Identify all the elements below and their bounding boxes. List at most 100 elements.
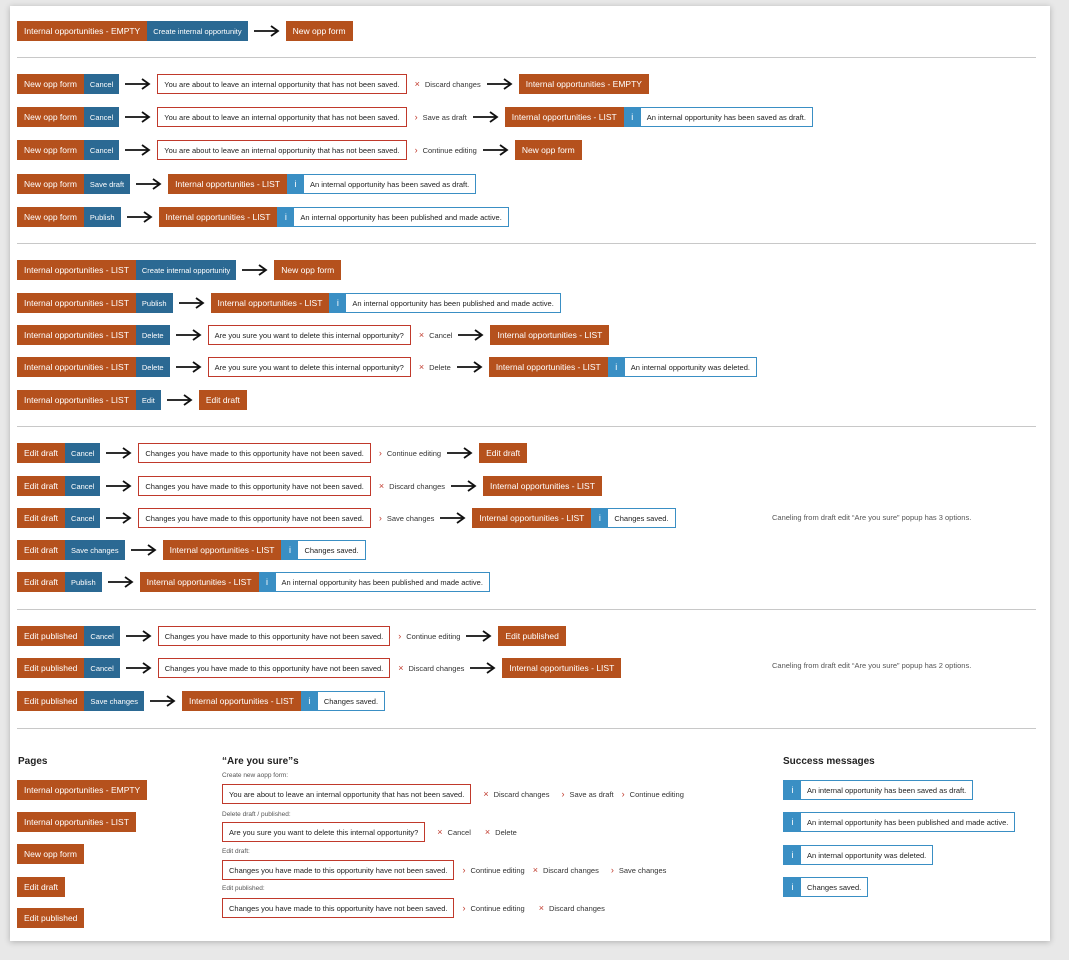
- popup-group-label: Create new aopp form:: [222, 772, 289, 779]
- confirm-popup: Changes you have made to this opportunit…: [222, 898, 455, 918]
- page-box: Internal opportunities - LIST: [17, 357, 136, 377]
- option-label: Save as draft: [569, 789, 614, 799]
- section-divider: [17, 57, 1036, 58]
- action-box: Cancel: [65, 508, 101, 528]
- page-box: Internal opportunities - LIST: [17, 812, 136, 832]
- option-continue: › Continue editing: [622, 789, 684, 799]
- page-box: Edit published: [498, 626, 566, 646]
- popup-example: You are about to leave an internal oppor…: [222, 784, 684, 804]
- success-message: i Changes saved.: [281, 540, 366, 560]
- page-box: Internal opportunities - LIST: [181, 691, 301, 711]
- page-box: Internal opportunities - LIST: [17, 390, 136, 410]
- page-box: Edit draft: [17, 443, 66, 463]
- page-box: Edit published: [17, 658, 85, 678]
- page-box: Internal opportunities - LIST: [162, 540, 282, 560]
- cross-icon: ×: [484, 827, 491, 837]
- popup-example: Changes you have made to this opportunit…: [222, 898, 605, 918]
- action-box: Cancel: [83, 107, 120, 127]
- page-box: Internal opportunities - LIST: [168, 174, 287, 194]
- arrow-right-icon: [470, 662, 496, 674]
- legend-pages-title: Pages: [18, 756, 48, 767]
- message-text: Changes saved.: [304, 545, 359, 555]
- option-label: Discard changes: [548, 903, 605, 913]
- action-box: Create internal opportunity: [147, 21, 248, 41]
- page-box: Internal opportunities - EMPTY: [518, 74, 649, 94]
- page-box: Edit draft: [479, 443, 528, 463]
- message-text: An internal opportunity has been saved a…: [807, 785, 967, 795]
- confirm-popup: You are about to leave an internal oppor…: [157, 107, 407, 127]
- info-icon: i: [329, 294, 347, 312]
- section-divider: [17, 243, 1036, 244]
- page-box: New opp form: [285, 21, 353, 41]
- flow-row: Edit draft Cancel Changes you have made …: [17, 443, 528, 463]
- flow-row: New opp form Publish Internal opportunit…: [17, 207, 509, 227]
- confirm-popup: Are you sure you want to delete this int…: [222, 822, 426, 842]
- confirm-popup: Changes you have made to this opportunit…: [157, 658, 391, 678]
- option-cancel: × Cancel: [437, 827, 471, 837]
- page-box: Internal opportunities - LIST: [210, 293, 330, 313]
- page-box: Edit published: [17, 691, 85, 711]
- confirm-popup: You are about to leave an internal oppor…: [157, 74, 407, 94]
- arrow-right-icon: [136, 178, 162, 190]
- info-icon: i: [281, 541, 299, 559]
- option-label: Save as draft: [422, 112, 467, 122]
- option-save-changes: › Save changes: [611, 865, 667, 875]
- flow-row: New opp form Cancel You are about to lea…: [17, 140, 582, 160]
- option-discard: × Discard changes: [379, 481, 445, 491]
- info-icon: i: [258, 573, 276, 591]
- annotation-note: Caneling from draft edit “Are you sure” …: [772, 513, 972, 522]
- message-text: An internal opportunity has been saved a…: [310, 179, 470, 189]
- success-message: i Changes saved.: [591, 508, 676, 528]
- flow-row: Edit published Cancel Changes you have m…: [17, 658, 622, 678]
- page-box: Internal opportunities - LIST: [504, 107, 624, 127]
- flow-row: Edit draft Cancel Changes you have made …: [17, 476, 602, 496]
- option-label: Delete: [495, 827, 517, 837]
- annotation-note: Caneling from draft edit “Are you sure” …: [772, 661, 972, 670]
- message-text: Changes saved.: [614, 513, 669, 523]
- cross-icon: ×: [418, 362, 425, 372]
- page-box: Internal opportunities - LIST: [490, 325, 610, 345]
- chevron-right-icon: ›: [414, 112, 418, 122]
- action-box: Save changes: [84, 691, 144, 711]
- message-text: An internal opportunity has been saved a…: [646, 112, 806, 122]
- success-message: i Changes saved.: [783, 877, 869, 897]
- option-discard: × Discard changes: [539, 903, 605, 913]
- option-label: Discard changes: [389, 481, 446, 491]
- success-message: i Changes saved.: [300, 691, 386, 711]
- arrow-right-icon: [149, 695, 176, 707]
- flow-row: Edit draft Publish Internal opportunitie…: [17, 572, 490, 592]
- action-box: Save draft: [83, 174, 131, 194]
- message-text: Changes saved.: [807, 882, 862, 892]
- option-continue: › Continue editing: [415, 145, 477, 155]
- action-box: Publish: [135, 293, 173, 313]
- page-box: Internal opportunities - LIST: [502, 658, 622, 678]
- page-box: New opp form: [17, 140, 84, 160]
- chevron-right-icon: ›: [398, 631, 402, 641]
- page-box: New opp form: [17, 74, 84, 94]
- flow-row: Internal opportunities - LIST Create int…: [17, 260, 342, 280]
- confirm-popup: Changes you have made to this opportunit…: [157, 626, 391, 646]
- page-box: Internal opportunities - LIST: [17, 293, 136, 313]
- flow-row: New opp form Save draft Internal opportu…: [17, 174, 477, 194]
- arrow-right-icon: [447, 447, 473, 459]
- cross-icon: ×: [398, 663, 404, 673]
- option-cancel: × Cancel: [419, 330, 453, 340]
- page-box: Internal opportunities - LIST: [139, 572, 259, 592]
- message-text: An internal opportunity has been publish…: [352, 298, 554, 308]
- option-label: Discard changes: [493, 789, 550, 799]
- option-discard: × Discard changes: [483, 789, 549, 799]
- action-box: Delete: [135, 325, 170, 345]
- flow-row: Edit published Save changes Internal opp…: [17, 691, 386, 711]
- page-box: Internal opportunities - LIST: [483, 476, 602, 496]
- option-delete: × Delete: [485, 827, 517, 837]
- page-box: Edit published: [17, 626, 85, 646]
- cross-icon: ×: [483, 789, 489, 799]
- page-box: Edit draft: [198, 390, 247, 410]
- flow-row: Edit draft Save changes Internal opportu…: [17, 540, 366, 560]
- option-delete: × Delete: [419, 362, 451, 372]
- confirm-popup: You are about to leave an internal oppor…: [222, 784, 472, 804]
- arrow-right-icon: [125, 78, 151, 90]
- arrow-right-icon: [486, 78, 513, 90]
- arrow-right-icon: [253, 25, 280, 37]
- success-message: i An internal opportunity was deleted.: [783, 845, 934, 865]
